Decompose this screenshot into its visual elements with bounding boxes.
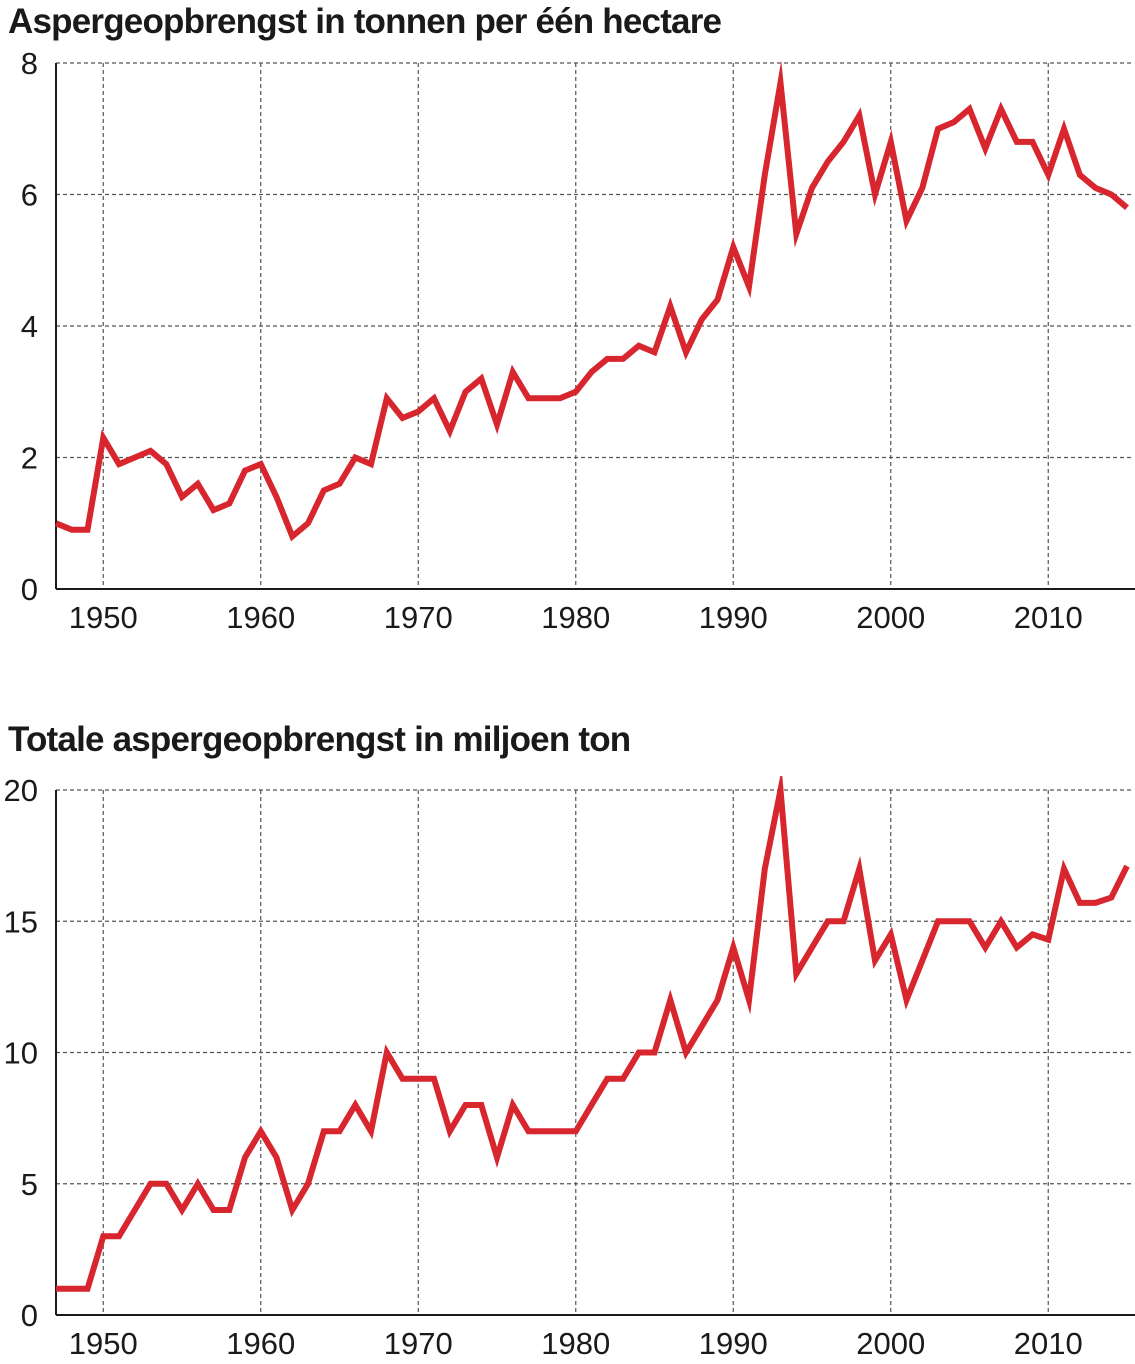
y-tick-label: 15 <box>4 904 38 939</box>
series-line <box>56 776 1130 1292</box>
x-tick-label: 1960 <box>226 1326 295 1361</box>
x-tick-label: 1970 <box>384 600 453 635</box>
y-tick-label: 2 <box>21 441 38 476</box>
chart-total-yield: 0 5 10 15 20 1950 1960 1970 1980 1990 2000 2010 <box>4 776 1135 1361</box>
y-tick-label: 4 <box>21 309 38 344</box>
y-tick-label: 20 <box>4 776 38 808</box>
x-tick-label: 2010 <box>1014 600 1083 635</box>
x-tick-label: 2000 <box>856 1326 925 1361</box>
x-tick-label: 1980 <box>541 1326 610 1361</box>
x-tick-label: 1960 <box>226 600 295 635</box>
y-tick-label: 10 <box>4 1036 38 1071</box>
chart-title-yield-per-hectare: Aspergeopbrengst in tonnen per één hecta… <box>8 2 722 41</box>
x-tick-label: 1970 <box>384 1326 453 1361</box>
x-tick-label: 1990 <box>699 600 768 635</box>
chart-yield-per-hectare: 0 2 4 6 8 1950 1960 1970 1980 1990 2000 2010 <box>21 50 1135 635</box>
y-tick-label: 0 <box>21 1298 38 1333</box>
y-tick-label: 6 <box>21 178 38 213</box>
y-tick-label: 8 <box>21 50 38 81</box>
x-tick-label: 1990 <box>699 1326 768 1361</box>
y-tick-label: 0 <box>21 572 38 607</box>
x-tick-label: 1980 <box>541 600 610 635</box>
y-tick-label: 5 <box>21 1167 38 1202</box>
x-tick-label: 2010 <box>1014 1326 1083 1361</box>
x-tick-label: 2000 <box>856 600 925 635</box>
series-line <box>54 60 1129 542</box>
chart-title-total-yield: Totale aspergeopbrengst in miljoen ton <box>8 720 631 759</box>
x-tick-label: 1950 <box>69 600 138 635</box>
x-tick-label: 1950 <box>69 1326 138 1361</box>
